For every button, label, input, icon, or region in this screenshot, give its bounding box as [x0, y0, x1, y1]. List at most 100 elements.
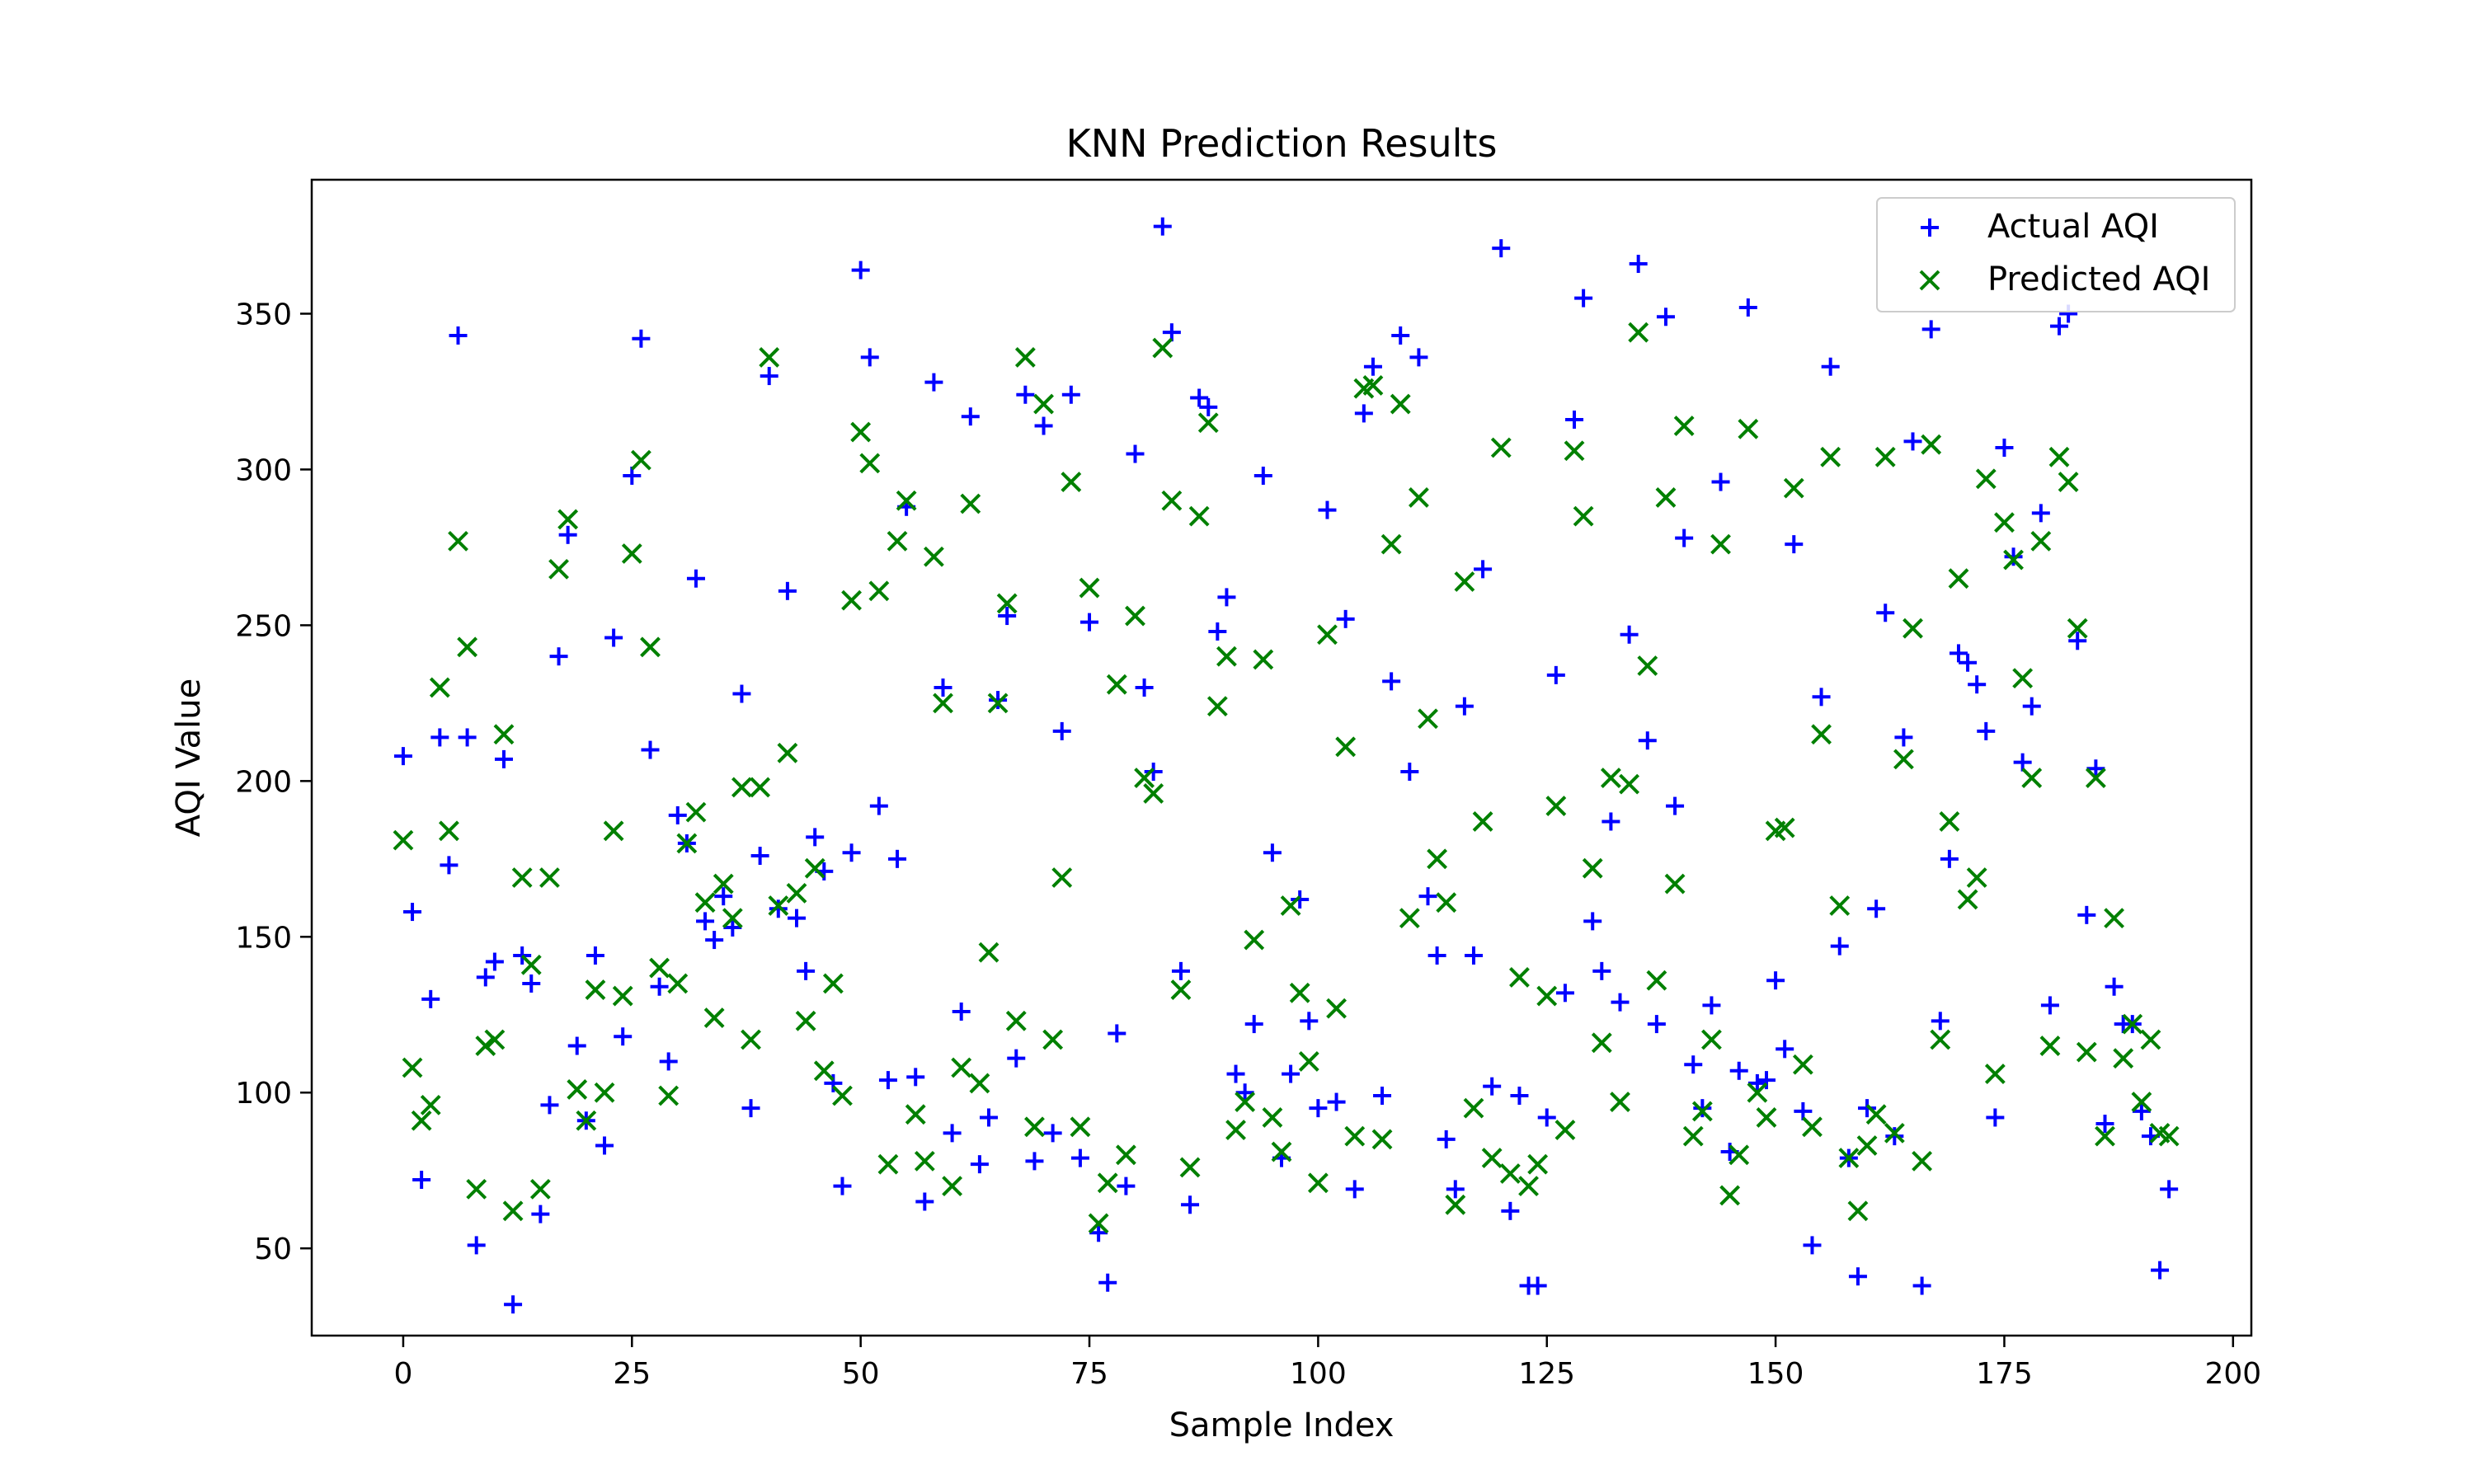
- actual-aqi-point: [494, 749, 513, 768]
- actual-aqi-point: [797, 961, 816, 980]
- predicted-aqi-point: [1921, 434, 1942, 455]
- actual-aqi-point: [1263, 843, 1282, 862]
- predicted-aqi-point: [1326, 998, 1347, 1019]
- predicted-aqi-point: [933, 693, 953, 714]
- actual-aqi-point: [1061, 385, 1080, 404]
- predicted-aqi-point: [393, 829, 414, 851]
- actual-aqi-point: [467, 1236, 486, 1255]
- predicted-aqi-point: [1445, 1194, 1466, 1215]
- predicted-aqi-point: [466, 1178, 487, 1200]
- actual-aqi-point: [540, 1096, 559, 1115]
- predicted-aqi-point: [1573, 505, 1594, 527]
- predicted-aqi-point: [1024, 1116, 1045, 1138]
- predicted-aqi-point: [1289, 982, 1310, 1003]
- actual-aqi-point: [696, 912, 715, 931]
- predicted-aqi-point: [768, 895, 789, 916]
- actual-aqi-point: [1656, 308, 1675, 326]
- actual-aqi-point: [476, 968, 495, 987]
- predicted-aqi-point: [1774, 817, 1795, 838]
- predicted-aqi-point: [658, 1085, 680, 1106]
- actual-aqi-point: [1912, 1276, 1931, 1295]
- actual-aqi-point: [1528, 1276, 1547, 1295]
- actual-aqi-point: [2151, 1261, 2170, 1280]
- actual-aqi-point: [2095, 1115, 2114, 1134]
- actual-aqi-point: [924, 373, 943, 392]
- actual-aqi-point: [1546, 665, 1565, 684]
- actual-aqi-point: [2160, 1180, 2179, 1199]
- chart-title: KNN Prediction Results: [1066, 121, 1498, 166]
- predicted-aqi-point: [1994, 512, 2015, 533]
- actual-aqi-point: [2068, 632, 2087, 650]
- actual-aqi-point: [1510, 1087, 1529, 1106]
- actual-aqi-point: [1757, 1071, 1776, 1090]
- predicted-aqi-point: [1244, 929, 1265, 951]
- actual-aqi-point: [1446, 1180, 1465, 1199]
- predicted-aqi-point: [1948, 568, 1969, 589]
- actual-aqi-point: [1391, 326, 1410, 345]
- actual-aqi-point: [705, 931, 724, 950]
- actual-aqi-point: [1199, 397, 1218, 416]
- actual-aqi-point: [750, 847, 769, 866]
- predicted-aqi-point: [1600, 768, 1621, 788]
- predicted-aqi-point: [1719, 1185, 1741, 1206]
- predicted-aqi-point: [557, 509, 579, 530]
- predicted-aqi-point: [1664, 873, 1686, 895]
- predicted-aqi-point: [722, 908, 743, 929]
- actual-aqi-point: [888, 849, 907, 868]
- predicted-aqi-point: [2076, 1041, 2097, 1063]
- predicted-aqi-point: [1912, 1150, 1933, 1172]
- actual-aqi-point: [1693, 1099, 1712, 1118]
- actual-aqi-point: [1986, 1108, 2005, 1127]
- predicted-aqi-point: [1371, 1129, 1393, 1150]
- actual-aqi-point: [1244, 1015, 1263, 1034]
- predicted-aqi-point: [786, 882, 807, 904]
- predicted-aqi-point: [1710, 533, 1731, 555]
- actual-aqi-point: [1684, 1055, 1703, 1074]
- predicted-aqi-point: [612, 985, 633, 1007]
- actual-aqi-point: [952, 1002, 971, 1021]
- actual-aqi-point: [1501, 1201, 1520, 1220]
- actual-aqi-point: [558, 525, 577, 544]
- actual-aqi-point: [1318, 500, 1337, 519]
- predicted-aqi-point: [1527, 1153, 1549, 1175]
- actual-aqi-point: [860, 348, 879, 367]
- predicted-aqi-point: [914, 1150, 935, 1172]
- actual-aqi-point: [632, 329, 651, 348]
- predicted-aqi-point: [1005, 1010, 1027, 1031]
- predicted-aqi-point: [439, 820, 459, 842]
- predicted-aqi-point: [585, 979, 606, 1000]
- legend-box: [1876, 197, 2236, 312]
- y-tick-label: 50: [254, 1233, 292, 1266]
- actual-aqi-point: [650, 977, 669, 996]
- predicted-aqi-point: [1427, 848, 1448, 870]
- predicted-aqi-point: [1399, 908, 1420, 929]
- actual-aqi-point: [1455, 697, 1474, 716]
- predicted-aqi-point: [2122, 1013, 2143, 1035]
- x-tick-label: 175: [1976, 1357, 2033, 1391]
- actual-aqi-point: [2050, 317, 2069, 336]
- plot-area: 0 25 50 75 100 125 150 175 200 50 100 150 200 250 300…: [235, 178, 2261, 1391]
- predicted-aqi-point: [813, 1060, 835, 1082]
- legend-label-predicted: Predicted AQI: [1987, 261, 2210, 298]
- actual-aqi-point: [1162, 323, 1181, 342]
- predicted-aqi-point: [493, 724, 515, 745]
- actual-aqi-point: [1738, 298, 1757, 317]
- predicted-aqi-point: [1903, 618, 1923, 639]
- predicted-aqi-point: [1418, 708, 1438, 730]
- predicted-aqi-point: [1380, 533, 1402, 555]
- predicted-aqi-point: [2058, 472, 2079, 492]
- predicted-aqi-point: [1792, 1054, 1813, 1075]
- y-tick-label: 250: [235, 609, 292, 643]
- actual-aqi-point: [1418, 887, 1437, 906]
- predicted-aqi-point: [703, 1007, 725, 1028]
- predicted-aqi-point: [1216, 646, 1237, 667]
- actual-aqi-point: [998, 607, 1017, 626]
- actual-aqi-point: [1602, 812, 1620, 831]
- actual-aqi-point: [1190, 388, 1209, 407]
- predicted-aqi-point: [1499, 1163, 1521, 1184]
- predicted-aqi-point: [877, 1153, 899, 1175]
- actual-aqi-point: [2040, 996, 2059, 1015]
- actual-aqi-point: [1181, 1195, 1200, 1214]
- actual-aqi-point: [851, 261, 870, 279]
- actual-aqi-point: [412, 1171, 431, 1190]
